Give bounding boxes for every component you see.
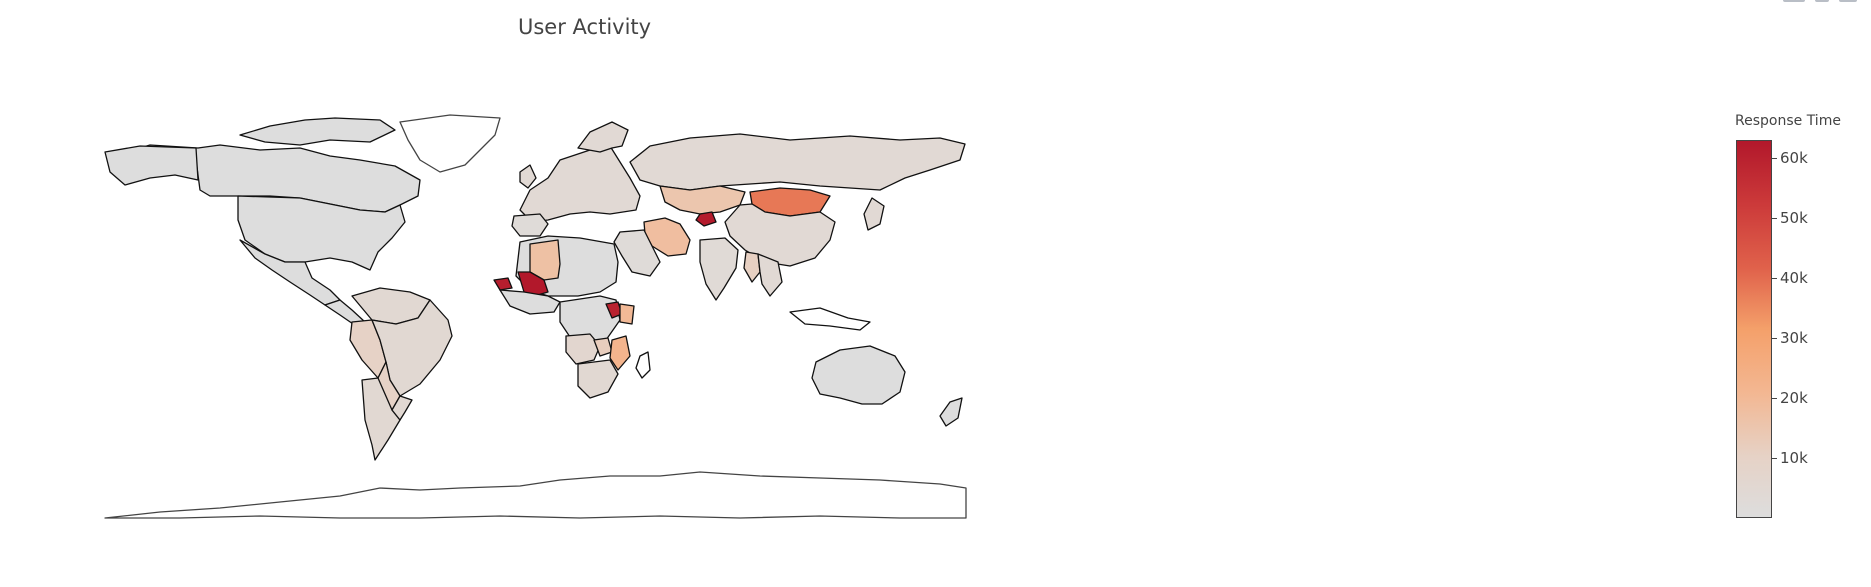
colorbar-title: Response Time	[1735, 113, 1841, 129]
colorbar-tick-label: 40k	[1780, 269, 1808, 287]
colorbar	[1736, 140, 1772, 518]
colorbar-tick-mark	[1772, 398, 1777, 399]
region-kazakhstan[interactable]	[659, 185, 746, 215]
region-alaska[interactable]	[104, 145, 199, 186]
colorbar-tick-label: 50k	[1780, 209, 1808, 227]
colorbar-tick-mark	[1772, 458, 1777, 459]
region-uruguay[interactable]	[391, 395, 413, 421]
reset-icon[interactable]	[1839, 0, 1857, 2]
colorbar-tick-label: 10k	[1780, 449, 1808, 467]
colorbar-tick-mark	[1772, 158, 1777, 159]
region-middle-east[interactable]	[613, 229, 661, 277]
region-southern-africa[interactable]	[577, 359, 619, 399]
region-australia[interactable]	[811, 345, 906, 405]
colorbar-tick-label: 20k	[1780, 389, 1808, 407]
region-china[interactable]	[724, 203, 836, 267]
region-angola-zambia[interactable]	[565, 333, 601, 365]
modebar[interactable]	[1783, 0, 1857, 6]
colorbar-tick-mark	[1772, 338, 1777, 339]
region-indonesia[interactable]	[789, 307, 871, 331]
region-uk[interactable]	[519, 164, 537, 189]
region-se-asia[interactable]	[757, 253, 783, 297]
region-tajikistan[interactable]	[695, 211, 717, 227]
colorbar-tick-label: 30k	[1780, 329, 1808, 347]
region-europe[interactable]	[519, 145, 641, 223]
colorbar-tick-label: 60k	[1780, 149, 1808, 167]
chart-title: User Activity	[518, 15, 652, 39]
zoom-icon[interactable]	[1783, 0, 1805, 2]
region-arctic-islands[interactable]	[239, 117, 396, 146]
region-senegal[interactable]	[493, 277, 513, 291]
region-scandinavia[interactable]	[577, 121, 629, 153]
colorbar-tick-mark	[1772, 218, 1777, 219]
colorbar-tick-mark	[1772, 278, 1777, 279]
region-india[interactable]	[699, 237, 739, 301]
region-myanmar[interactable]	[743, 251, 761, 283]
region-west-africa[interactable]	[499, 289, 561, 315]
region-argentina[interactable]	[361, 377, 401, 461]
region-greenland[interactable]	[399, 114, 501, 173]
region-new-zealand[interactable]	[939, 397, 963, 427]
region-madagascar[interactable]	[635, 351, 651, 379]
region-iberia[interactable]	[511, 213, 549, 237]
region-russia[interactable]	[629, 133, 966, 191]
region-kenya[interactable]	[619, 303, 635, 325]
region-antarctica[interactable]	[104, 471, 967, 519]
region-mozambique[interactable]	[609, 335, 631, 371]
region-japan[interactable]	[863, 197, 885, 231]
pan-icon[interactable]	[1815, 0, 1829, 2]
